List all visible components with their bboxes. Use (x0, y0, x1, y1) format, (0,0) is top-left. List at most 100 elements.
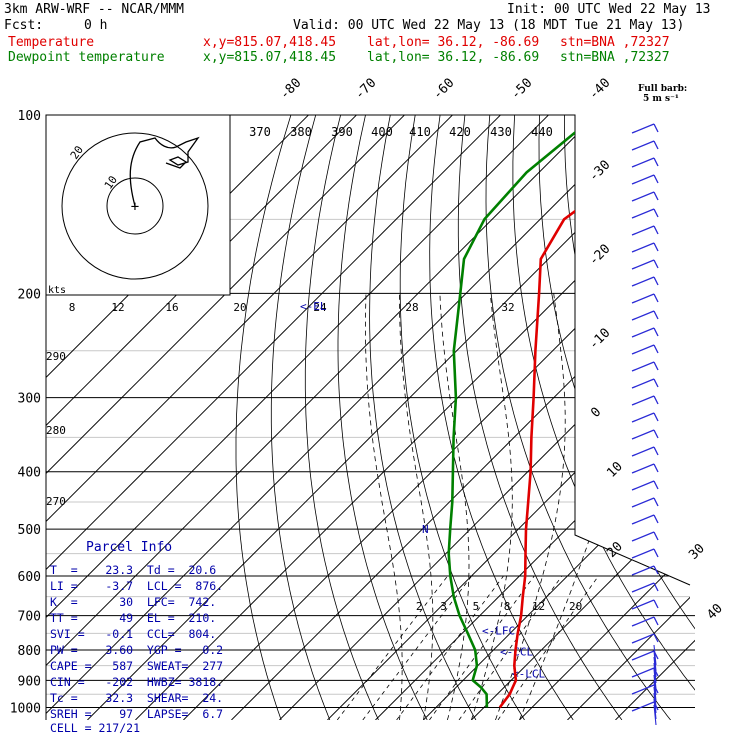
dry-adiabat (304, 115, 379, 720)
legend-dewpoint-name: Dewpoint temperature (8, 50, 165, 65)
parcel-row: CIN = -202 HWBZ= 3818. (50, 675, 224, 689)
parcel-info-title: Parcel Info (86, 540, 173, 555)
wind-barb (631, 446, 655, 457)
hodograph-ring-label: 10 (102, 173, 120, 191)
wind-barb-flag (653, 514, 659, 524)
wind-barb (631, 327, 655, 338)
wind-barb (631, 514, 655, 525)
wind-barb-low (653, 692, 657, 714)
hodograph-units-label: kts (48, 285, 66, 296)
dry-adiabat (485, 115, 671, 720)
wind-barb-flag (653, 293, 659, 303)
isotherm-line (46, 115, 549, 720)
theta-label: 380 (290, 125, 312, 139)
wind-barb (631, 378, 655, 389)
isotherm-line (46, 115, 453, 720)
isotherm-line (375, 115, 695, 720)
wind-barb-flag (653, 191, 659, 201)
isotherm-line (46, 115, 645, 720)
dry-adiabat (512, 115, 695, 720)
mixing-ratio-line (497, 575, 599, 720)
wind-barb-flag (653, 480, 659, 490)
pressure-label: 200 (18, 287, 41, 302)
parcel-level-label: <-LFC (482, 625, 515, 638)
wind-barb (631, 344, 655, 355)
theta-label: 440 (531, 125, 553, 139)
mixing-ratio-label: 12 (532, 600, 545, 613)
isotherm-label: 10 (604, 459, 626, 481)
wind-barb-low (653, 704, 657, 726)
wind-barb (631, 191, 655, 202)
wind-barb-flag (653, 123, 659, 133)
theta-label: 370 (249, 125, 271, 139)
wind-barb (631, 701, 655, 712)
parcel-level-marker: N (422, 523, 429, 536)
isotherm-line (615, 115, 695, 720)
isotherm-line (231, 115, 695, 720)
wind-barb (631, 242, 655, 253)
isotherm-line (46, 115, 405, 720)
dewpoint-profile (447, 115, 598, 708)
legend-dewpoint-latlon: lat,lon= 36.12, -86.69 (367, 50, 540, 65)
parcel-row: CAPE = 587 SWEAT= 277 (50, 659, 224, 673)
wind-barb-flag (653, 361, 659, 371)
legend-temperature-xy: x,y=815.07,418.45 (203, 35, 337, 50)
wind-barb-flag (653, 582, 659, 592)
legend-dewpoint-xy: x,y=815.07,418.45 (203, 50, 337, 65)
wind-barb-flag (653, 633, 659, 643)
wind-barb-flag (653, 157, 659, 167)
forecast-label: Fcst: (4, 18, 44, 33)
pressure-label: 300 (18, 392, 41, 407)
plot-frame (46, 114, 691, 586)
pressure-label: 400 (18, 466, 41, 481)
theta-label: 390 (331, 125, 353, 139)
barb-legend-title: Full barb: (638, 84, 688, 94)
wind-barb-low (653, 674, 657, 696)
wind-barb-flag (653, 429, 659, 439)
valid-time: Valid: 00 UTC Wed 22 May 13 (18 MDT Tue … (293, 18, 685, 33)
parcel-row: SVI = -0.1 CCL= 804. (50, 627, 217, 641)
wind-barb (631, 582, 655, 593)
wind-barb-flag (653, 259, 659, 269)
isotherm-label: -10 (586, 326, 613, 353)
wind-barb-flag (653, 446, 659, 456)
wind-barb (631, 633, 655, 644)
isotherm-line (423, 115, 695, 720)
wind-barb-flag (653, 599, 659, 609)
wind-barb (631, 616, 655, 627)
legend-temperature-name: Temperature (8, 35, 95, 50)
parcel-row: SREH = 97 LAPSE= 6.7 (50, 707, 224, 721)
dry-adiabat (588, 115, 695, 720)
model-title: 3km ARW-WRF -- NCAR/MMM (4, 2, 185, 17)
mixing-ratio-label: 5 (473, 600, 480, 613)
speed-label: 16 (165, 301, 178, 314)
wind-barb-low (653, 668, 657, 690)
speed-label: 12 (111, 301, 124, 314)
pressure-label: 900 (18, 674, 41, 689)
wind-barb (631, 497, 655, 508)
isotherm-label: -80 (277, 76, 304, 103)
wind-barb-flag (653, 395, 659, 405)
dry-adiabat (538, 115, 695, 720)
wind-barb-flag (653, 565, 659, 575)
hodograph-ring-20 (61, 132, 209, 280)
parcel-row: Tc = 32.3 SHEAR= 24. (50, 691, 224, 705)
wind-barb (631, 395, 655, 406)
dry-adiabat (270, 115, 331, 720)
theta-label: 410 (409, 125, 431, 139)
dry-adiabat (564, 115, 695, 720)
isotherm-line (567, 115, 695, 720)
pressure-label: 700 (18, 610, 41, 625)
wind-barb-flag (653, 412, 659, 422)
wind-barb (631, 293, 655, 304)
isotherm-label: -70 (352, 76, 379, 103)
wind-barb (631, 548, 655, 559)
speed-label: 8 (69, 301, 76, 314)
wind-barb-flag (653, 548, 659, 558)
wind-barb-flag (653, 242, 659, 252)
speed-label: 20 (233, 301, 246, 314)
dry-adiabat (429, 115, 574, 720)
pressure-label: 600 (18, 570, 41, 585)
wind-barb-flag (653, 225, 659, 235)
